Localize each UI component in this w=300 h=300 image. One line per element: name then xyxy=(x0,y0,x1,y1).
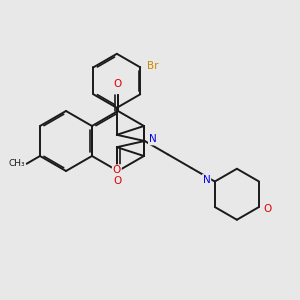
Text: O: O xyxy=(114,79,122,89)
Text: N: N xyxy=(149,134,157,145)
Text: O: O xyxy=(114,176,122,186)
Text: O: O xyxy=(263,203,272,214)
Text: N: N xyxy=(202,175,210,185)
Text: O: O xyxy=(113,165,121,175)
Text: Br: Br xyxy=(147,61,158,71)
Text: CH₃: CH₃ xyxy=(8,159,25,168)
